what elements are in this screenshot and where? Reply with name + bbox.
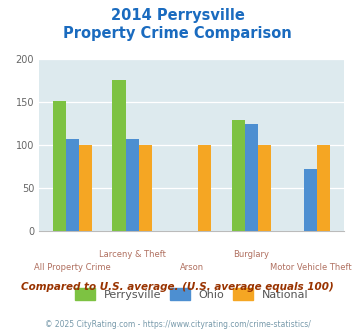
Bar: [198, 145, 211, 231]
Text: Burglary: Burglary: [233, 250, 269, 259]
Bar: [79, 145, 92, 231]
Text: 2014 Perrysville: 2014 Perrysville: [110, 8, 245, 23]
Text: Property Crime Comparison: Property Crime Comparison: [63, 26, 292, 41]
Text: Larceny & Theft: Larceny & Theft: [99, 250, 165, 259]
Text: All Property Crime: All Property Crime: [34, 263, 111, 272]
Text: Compared to U.S. average. (U.S. average equals 100): Compared to U.S. average. (U.S. average …: [21, 282, 334, 292]
Text: Arson: Arson: [180, 263, 204, 272]
Bar: [258, 145, 271, 231]
Bar: [139, 145, 152, 231]
Bar: [317, 145, 331, 231]
Bar: [66, 139, 79, 231]
Bar: [113, 80, 126, 231]
Bar: [245, 124, 258, 231]
Bar: [231, 120, 245, 231]
Bar: [304, 169, 317, 231]
Text: © 2025 CityRating.com - https://www.cityrating.com/crime-statistics/: © 2025 CityRating.com - https://www.city…: [45, 320, 310, 329]
Text: Motor Vehicle Theft: Motor Vehicle Theft: [270, 263, 352, 272]
Bar: [53, 101, 66, 231]
Legend: Perrysville, Ohio, National: Perrysville, Ohio, National: [75, 288, 309, 300]
Bar: [126, 139, 139, 231]
